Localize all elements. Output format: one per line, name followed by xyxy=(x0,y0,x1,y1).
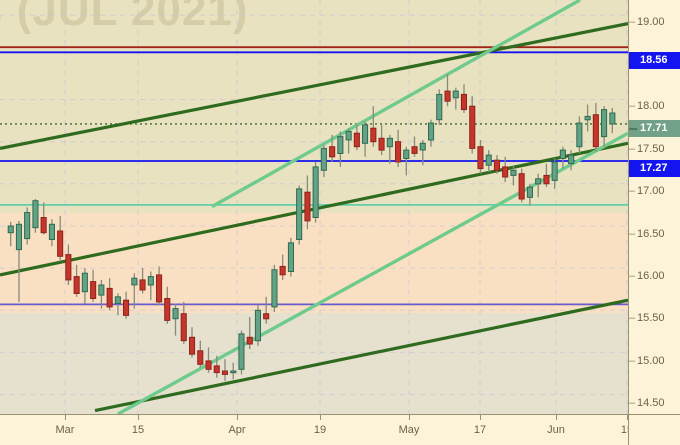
price-tick-dash: – xyxy=(629,143,636,155)
time-tick-mark xyxy=(138,415,139,420)
price-zone-lower xyxy=(0,313,628,414)
price-badge-upper-resistance[interactable]: 18.56 xyxy=(629,52,680,69)
price-tick-label: 18.00 xyxy=(637,100,665,112)
axis-corner xyxy=(628,414,680,445)
price-tick-dash: – xyxy=(629,228,636,240)
time-tick-label: Apr xyxy=(228,424,246,436)
price-tick-label: 19.00 xyxy=(637,16,665,28)
price-tick-dash: – xyxy=(629,397,636,409)
price-tick-dash: – xyxy=(629,16,636,28)
axis-separator xyxy=(628,0,629,445)
price-axis[interactable]: –19.00–18.00–17.50–17.00–16.50–16.00–15.… xyxy=(628,0,680,414)
price-tick: –19.00 xyxy=(629,15,680,29)
price-badge-pointer xyxy=(629,128,637,130)
time-tick-mark xyxy=(556,415,557,420)
price-badge-support[interactable]: 17.27 xyxy=(629,160,680,177)
price-tick: –15.00 xyxy=(629,354,680,368)
price-badge-pointer xyxy=(629,60,637,62)
price-tick-label: 14.50 xyxy=(637,397,665,409)
price-tick: –14.50 xyxy=(629,396,680,410)
time-tick-mark xyxy=(320,415,321,420)
price-tick: –16.50 xyxy=(629,227,680,241)
price-tick-dash: – xyxy=(629,270,636,282)
price-tick-dash: – xyxy=(629,312,636,324)
time-tick-mark xyxy=(409,415,410,420)
time-tick-mark xyxy=(480,415,481,420)
price-tick-label: 15.50 xyxy=(637,312,665,324)
price-tick-dash: – xyxy=(629,185,636,197)
price-tick-label: 15.00 xyxy=(637,355,665,367)
chart-plot-area[interactable]: s (JUL 2021) xyxy=(0,0,628,414)
price-tick-label: 16.00 xyxy=(637,270,665,282)
price-tick: –16.00 xyxy=(629,269,680,283)
time-axis[interactable]: Mar 15 Apr 19 May 17 Jun 15 xyxy=(0,414,680,445)
price-tick-label: 17.50 xyxy=(637,143,665,155)
time-tick-mark xyxy=(65,415,66,420)
price-tick: –17.50 xyxy=(629,142,680,156)
time-tick-label: 17 xyxy=(473,424,487,436)
time-tick-label: Mar xyxy=(55,424,75,436)
price-tick: –18.00 xyxy=(629,99,680,113)
price-badge-pointer xyxy=(629,168,637,170)
price-tick-label: 16.50 xyxy=(637,228,665,240)
time-tick-mark xyxy=(627,415,628,420)
time-tick-label: 19 xyxy=(313,424,327,436)
time-tick-label: 15 xyxy=(131,424,145,436)
price-badge-last[interactable]: 17.71 xyxy=(629,120,680,137)
time-tick-mark xyxy=(237,415,238,420)
chart-candlesticks[interactable] xyxy=(0,0,628,414)
price-tick: –17.00 xyxy=(629,184,680,198)
time-tick-label: May xyxy=(398,424,420,436)
price-tick: –15.50 xyxy=(629,311,680,325)
price-tick-dash: – xyxy=(629,100,636,112)
price-zone-middle xyxy=(0,213,628,313)
time-tick-label: Jun xyxy=(547,424,565,436)
price-tick-dash: – xyxy=(629,355,636,367)
price-tick-label: 17.00 xyxy=(637,185,665,197)
